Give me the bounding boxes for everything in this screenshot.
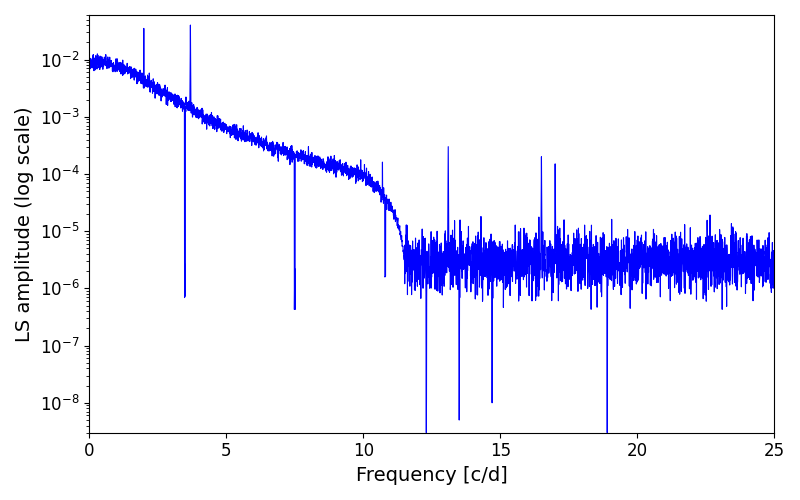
X-axis label: Frequency [c/d]: Frequency [c/d] — [356, 466, 508, 485]
Y-axis label: LS amplitude (log scale): LS amplitude (log scale) — [15, 106, 34, 342]
